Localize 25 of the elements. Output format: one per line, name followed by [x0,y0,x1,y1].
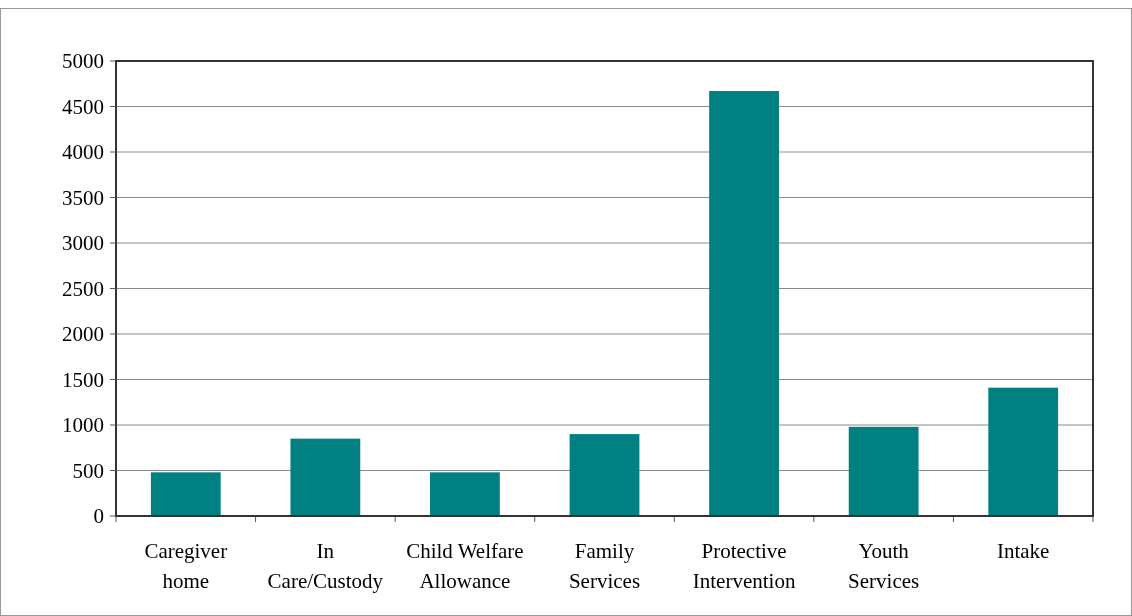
x-tick-label: In Care/Custody [267,539,384,593]
y-tick-label: 4000 [62,140,104,164]
y-tick-label: 5000 [62,49,104,73]
x-tick-label: Family Services [568,539,641,593]
y-tick-label: 2000 [62,322,104,346]
y-tick-label: 4500 [62,94,104,119]
bar [290,438,361,516]
y-tick-label: 1500 [62,367,104,392]
y-tick-label: 0 [93,504,104,528]
bar [150,472,221,516]
y-tick-label: 500 [72,458,104,483]
x-tick-label: Child Welfare Allowance [406,539,524,593]
x-tick-label: Protective Intervention [692,539,796,593]
bar [569,434,640,516]
y-tick-label: 2500 [62,276,104,301]
bar [988,387,1059,516]
x-tick-label: Youth Services [848,539,920,593]
y-tick-label: 3000 [62,231,104,255]
x-tick-label: Caregiver home [144,539,228,593]
x-tick-label: Intake [996,539,1050,563]
y-tick-label: 1000 [62,413,104,437]
bar [709,91,779,516]
bar [848,426,919,516]
bar [430,472,500,516]
y-tick-label: 3500 [62,185,104,210]
